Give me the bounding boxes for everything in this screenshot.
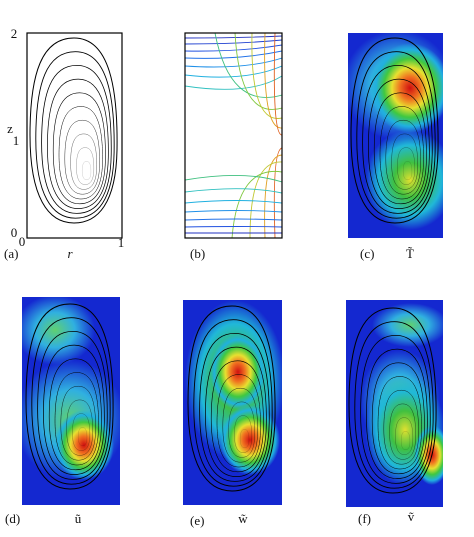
panel-label: (d)	[5, 511, 20, 526]
symbol: T̃	[406, 246, 414, 261]
x-tick: 1	[118, 235, 125, 250]
panel-label: (a)	[4, 246, 18, 261]
y-tick: 0	[11, 225, 18, 240]
y-label: z	[7, 121, 13, 136]
panel-label: (f)	[358, 511, 371, 526]
panel-label: (b)	[190, 246, 205, 261]
panel-c: (c) T̃	[348, 33, 443, 261]
panel-a: 2 z 1 0 0 1 r (a)	[4, 26, 124, 261]
x-tick: 0	[19, 234, 26, 249]
panel-d: (d) ũ	[5, 297, 120, 526]
y-tick: 2	[11, 26, 18, 41]
panel-b: (b)	[184, 32, 283, 261]
symbol: ṽ	[408, 509, 415, 524]
panel-label: (c)	[360, 246, 374, 261]
y-tick: 1	[13, 133, 20, 148]
panel-label: (e)	[190, 513, 204, 528]
x-label: r	[67, 246, 73, 261]
panel-e: (e) w̃	[183, 300, 282, 528]
panel-f: (f) ṽ	[346, 300, 443, 526]
symbol: w̃	[238, 511, 248, 526]
symbol: ũ	[75, 511, 82, 526]
